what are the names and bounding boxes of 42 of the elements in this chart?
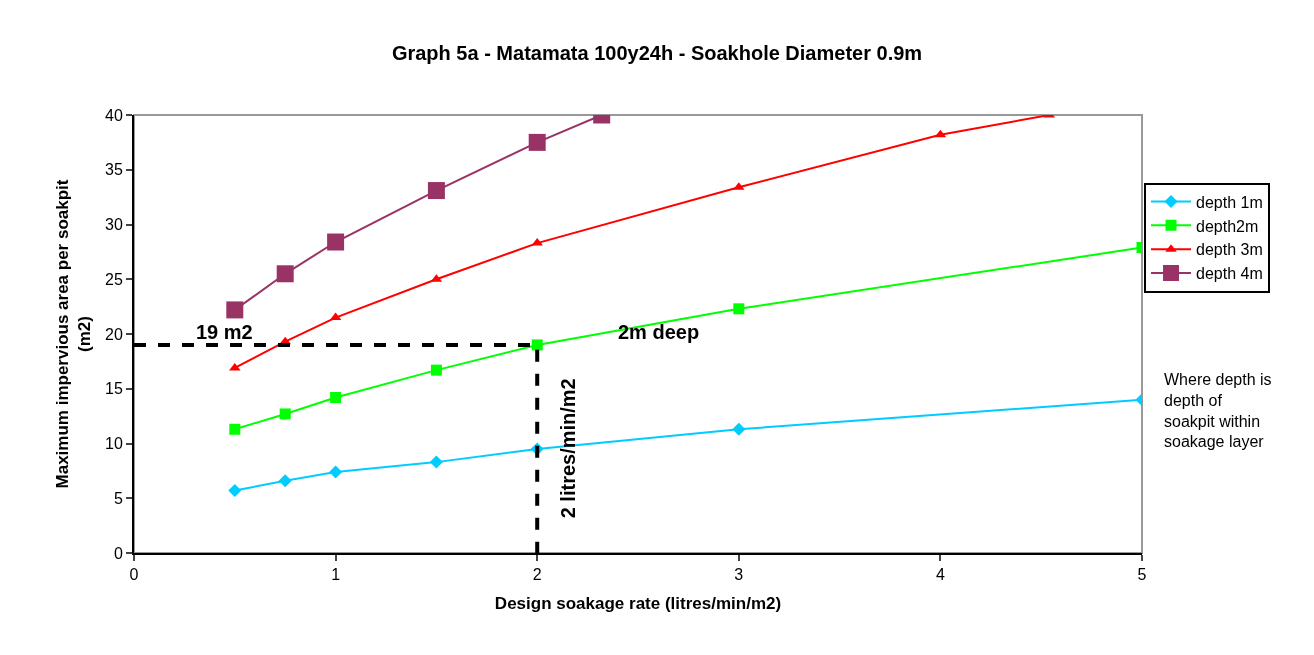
legend-label: depth 3m [1196,241,1263,259]
legend-label: depth 1m [1196,193,1263,211]
point [733,303,745,315]
point [279,408,291,420]
legend-label: depth2m [1196,217,1259,235]
point [732,422,746,436]
point [228,484,242,498]
x-tick-label: 2 [532,566,542,584]
y-tick-label: 30 [105,216,123,234]
x-axis-title: Design soakage rate (litres/min/m2) [494,594,782,614]
y-tick-label: 35 [105,161,123,179]
point [329,465,343,479]
y-tick-label: 15 [105,380,123,398]
text: Where depth is depth of soakpit within soakage layer [1164,371,1272,451]
y-tick-label: 5 [113,489,123,507]
y-tick-label: 40 [105,106,123,124]
y-tick-label: 20 [105,325,123,343]
annotation: 2m deep [618,321,700,343]
point [430,364,442,376]
y-axis-title: Maximum impervious area per soakpit (m2) [52,179,95,489]
annotation: 2 litres/min/m2 [556,378,579,519]
point [427,182,445,200]
x-tick-label: 1 [331,566,341,584]
chart-title: Graph 5a - Matamata 100y24h - Soakhole Diameter 0.9m [391,41,923,64]
point [330,392,342,404]
point [528,133,546,151]
annotation: 19 m2 [196,321,253,343]
point [278,474,292,488]
y-tick-label: 25 [105,270,123,288]
y-tick-label: 0 [113,544,123,562]
y-tick-label: 10 [105,435,123,453]
point [327,233,345,251]
x-tick-label: 4 [935,566,945,584]
x-tick-label: 0 [129,566,139,584]
x-tick-label: 3 [734,566,744,584]
point [229,423,241,435]
point [531,339,543,351]
point [276,265,294,283]
point [429,455,443,469]
point [226,301,244,319]
x-tick-label: 5 [1137,566,1147,584]
legend-label: depth 4m [1196,265,1263,283]
